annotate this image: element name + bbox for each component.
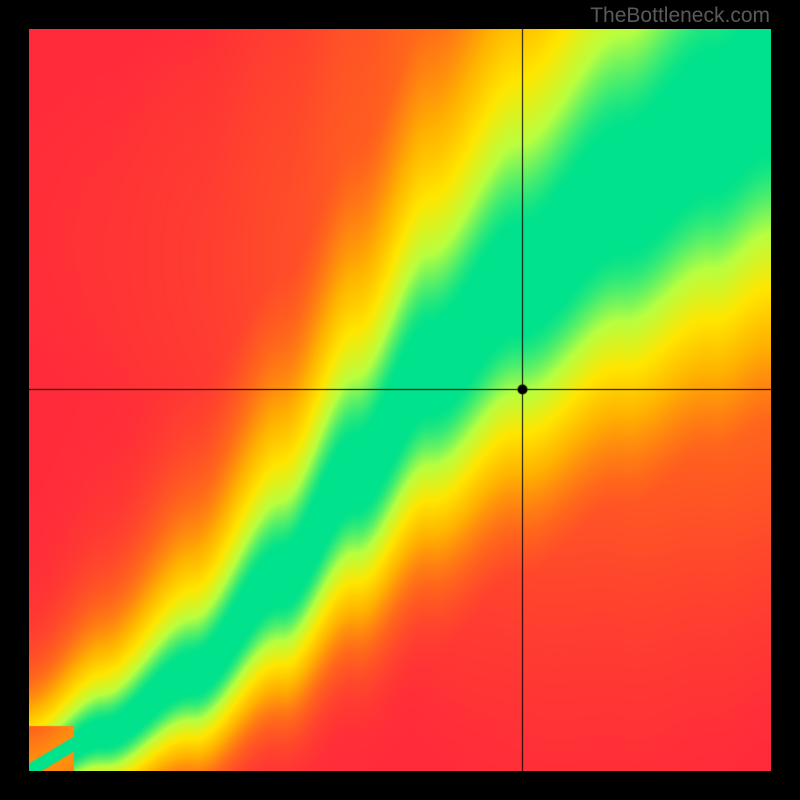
- heatmap-canvas: [29, 29, 771, 771]
- watermark-text: TheBottleneck.com: [590, 4, 770, 28]
- bottleneck-heatmap: [29, 29, 771, 771]
